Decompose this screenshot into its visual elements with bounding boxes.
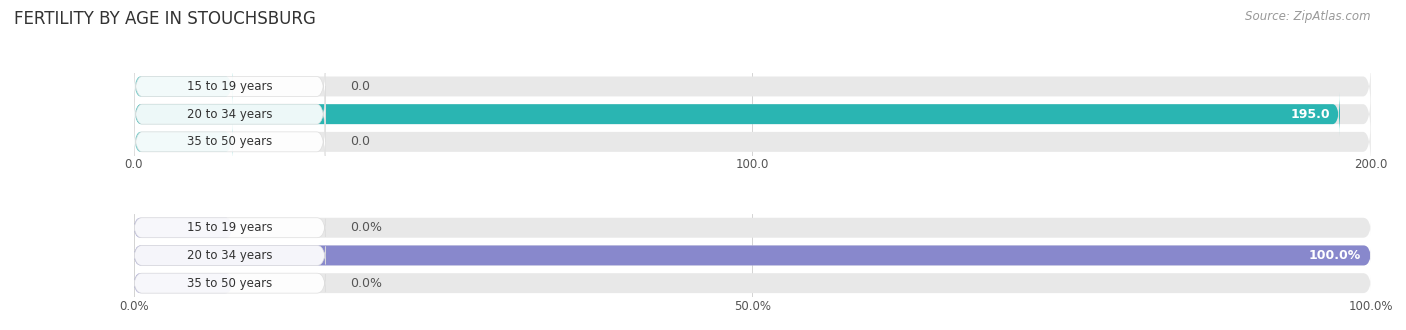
FancyBboxPatch shape: [134, 218, 325, 238]
FancyBboxPatch shape: [134, 273, 325, 293]
FancyBboxPatch shape: [134, 67, 232, 106]
FancyBboxPatch shape: [134, 246, 325, 265]
Text: 35 to 50 years: 35 to 50 years: [187, 135, 273, 148]
FancyBboxPatch shape: [134, 246, 1371, 265]
Text: 0.0: 0.0: [350, 80, 370, 93]
Text: 0.0%: 0.0%: [350, 221, 382, 234]
Text: 20 to 34 years: 20 to 34 years: [187, 108, 273, 121]
FancyBboxPatch shape: [134, 61, 1371, 112]
FancyBboxPatch shape: [134, 122, 232, 162]
FancyBboxPatch shape: [134, 114, 325, 170]
Text: 195.0: 195.0: [1291, 108, 1330, 121]
FancyBboxPatch shape: [134, 273, 232, 293]
Text: Source: ZipAtlas.com: Source: ZipAtlas.com: [1246, 10, 1371, 23]
Text: 0.0: 0.0: [350, 135, 370, 148]
FancyBboxPatch shape: [134, 92, 1340, 136]
Text: 35 to 50 years: 35 to 50 years: [187, 277, 273, 290]
FancyBboxPatch shape: [134, 58, 325, 115]
Text: 20 to 34 years: 20 to 34 years: [187, 249, 273, 262]
Text: 15 to 19 years: 15 to 19 years: [187, 80, 273, 93]
FancyBboxPatch shape: [134, 89, 1371, 139]
FancyBboxPatch shape: [134, 246, 1371, 265]
FancyBboxPatch shape: [134, 273, 1371, 293]
Text: FERTILITY BY AGE IN STOUCHSBURG: FERTILITY BY AGE IN STOUCHSBURG: [14, 10, 316, 28]
FancyBboxPatch shape: [134, 218, 232, 238]
Text: 15 to 19 years: 15 to 19 years: [187, 221, 273, 234]
Text: 0.0%: 0.0%: [350, 277, 382, 290]
FancyBboxPatch shape: [134, 218, 1371, 238]
FancyBboxPatch shape: [134, 86, 325, 142]
FancyBboxPatch shape: [134, 117, 1371, 167]
Text: 100.0%: 100.0%: [1309, 249, 1361, 262]
